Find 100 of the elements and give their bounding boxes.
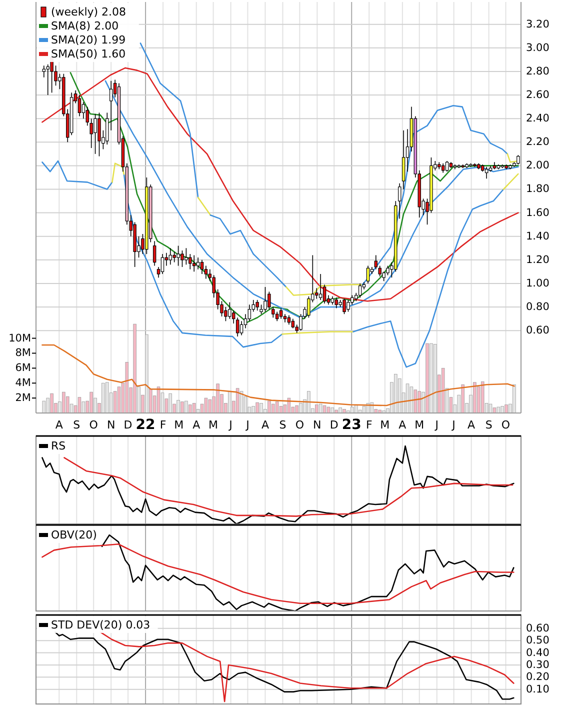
y-tick-label: 1.60 — [526, 206, 550, 219]
candlestick — [382, 271, 386, 282]
candlestick — [236, 317, 240, 337]
candlestick — [256, 300, 259, 311]
legend-label: RS — [51, 440, 66, 452]
legend-label: SMA(50) 1.60 — [51, 48, 126, 60]
line-series — [42, 160, 113, 190]
candlestick — [334, 297, 338, 309]
candlestick — [307, 296, 310, 318]
x-tick-label: J — [245, 418, 250, 432]
legend-label: SMA(20) 1.99 — [51, 34, 126, 46]
x-tick-label: M — [174, 418, 184, 432]
candlestick — [248, 304, 252, 322]
x-tick-label: F — [160, 418, 166, 432]
y-tick-label: 2.60 — [526, 89, 550, 102]
candlestick — [228, 302, 232, 320]
candlestick — [264, 286, 267, 312]
y-tick-label: 1.20 — [526, 254, 550, 266]
candlestick — [279, 308, 283, 320]
candlestick — [224, 306, 228, 322]
candlestick — [196, 257, 200, 270]
y2-tick-label: 2M — [15, 392, 31, 404]
line-series — [42, 67, 519, 302]
x-tick-label: M — [380, 418, 390, 432]
x-tick-label: M — [414, 418, 424, 432]
y-tick-label: 0.50 — [526, 634, 550, 647]
line-series — [42, 344, 515, 406]
candlestick — [315, 288, 318, 300]
x-tick-label: A — [468, 418, 476, 432]
y-tick-label: 0.60 — [526, 622, 550, 634]
candlestick — [152, 240, 156, 266]
x-tick-label: J — [228, 418, 232, 432]
candlestick — [350, 294, 354, 306]
y2-tick-label: 8M — [15, 347, 31, 360]
candlestick — [287, 314, 291, 326]
x-tick-label: 22 — [136, 417, 156, 433]
candlestick — [342, 298, 346, 314]
x-tick-label: 23 — [342, 417, 362, 433]
candlestick — [180, 250, 184, 268]
candlestick — [516, 154, 520, 165]
x-tick-label: N — [106, 418, 116, 432]
y-tick-label: 3.20 — [526, 18, 550, 30]
y2-tick-label: 6M — [15, 362, 31, 374]
x-tick-label: A — [398, 418, 407, 432]
candlestick — [192, 254, 196, 272]
candlestick — [240, 320, 244, 336]
candlestick — [386, 265, 390, 276]
y-tick-label: 1.80 — [526, 183, 550, 196]
candlestick — [291, 318, 294, 329]
x-tick-label: M — [208, 418, 218, 432]
line-series — [352, 188, 504, 368]
x-tick-label: J — [451, 418, 456, 432]
legend-label: OBV(20) — [51, 528, 97, 542]
x-tick-label: S — [73, 418, 80, 432]
y2-tick-label: 10M — [8, 332, 31, 344]
x-tick-label: A — [261, 418, 270, 432]
candlestick — [366, 265, 370, 284]
y-tick-label: 2.80 — [526, 65, 550, 78]
y-tick-label: 1.00 — [526, 277, 550, 290]
y-tick-label: 2.00 — [526, 160, 550, 172]
legend-label: (weekly) 2.08 — [51, 6, 126, 18]
line-series — [112, 162, 125, 183]
x-tick-label: D — [330, 418, 338, 432]
y-tick-label: 0.40 — [526, 646, 550, 659]
y-tick-label: 0.60 — [526, 324, 550, 337]
y-tick-label: 2.40 — [526, 112, 550, 125]
candlestick — [318, 274, 322, 300]
x-tick-label: A — [55, 418, 64, 432]
y-tick-label: 0.20 — [526, 671, 550, 684]
y-tick-label: 2.20 — [526, 136, 550, 148]
legend-label: SMA(8) 2.00 — [51, 20, 119, 32]
x-tick-label: S — [485, 418, 492, 432]
legend-label: STD DEV(20) 0.03 — [51, 618, 150, 632]
candlestick — [184, 248, 188, 266]
y-tick-label: 1.40 — [526, 230, 550, 242]
candlestick — [176, 245, 180, 266]
y-tick-label: 0.10 — [526, 683, 550, 696]
candlestick — [358, 283, 362, 298]
candlestick — [322, 284, 326, 304]
line-series — [210, 214, 287, 288]
candlestick — [200, 260, 204, 274]
candlestick — [160, 254, 164, 274]
candlestick — [168, 248, 172, 266]
candlestick — [441, 162, 445, 174]
x-tick-label: F — [366, 418, 372, 432]
candlestick — [82, 102, 86, 119]
x-tick-label: A — [192, 418, 201, 432]
x-tick-label: D — [124, 418, 132, 432]
candlestick — [445, 160, 449, 172]
y-tick-label: 3.00 — [526, 42, 550, 54]
x-tick-label: S — [279, 418, 286, 432]
candlestick — [46, 64, 50, 96]
y-tick-label: 0.30 — [526, 658, 550, 671]
candlestick — [98, 112, 101, 157]
candlestick — [94, 113, 97, 154]
line-series — [123, 174, 283, 348]
candlestick — [42, 65, 46, 78]
candlestick — [204, 265, 208, 280]
candlestick — [402, 130, 406, 190]
candlestick — [232, 310, 236, 324]
